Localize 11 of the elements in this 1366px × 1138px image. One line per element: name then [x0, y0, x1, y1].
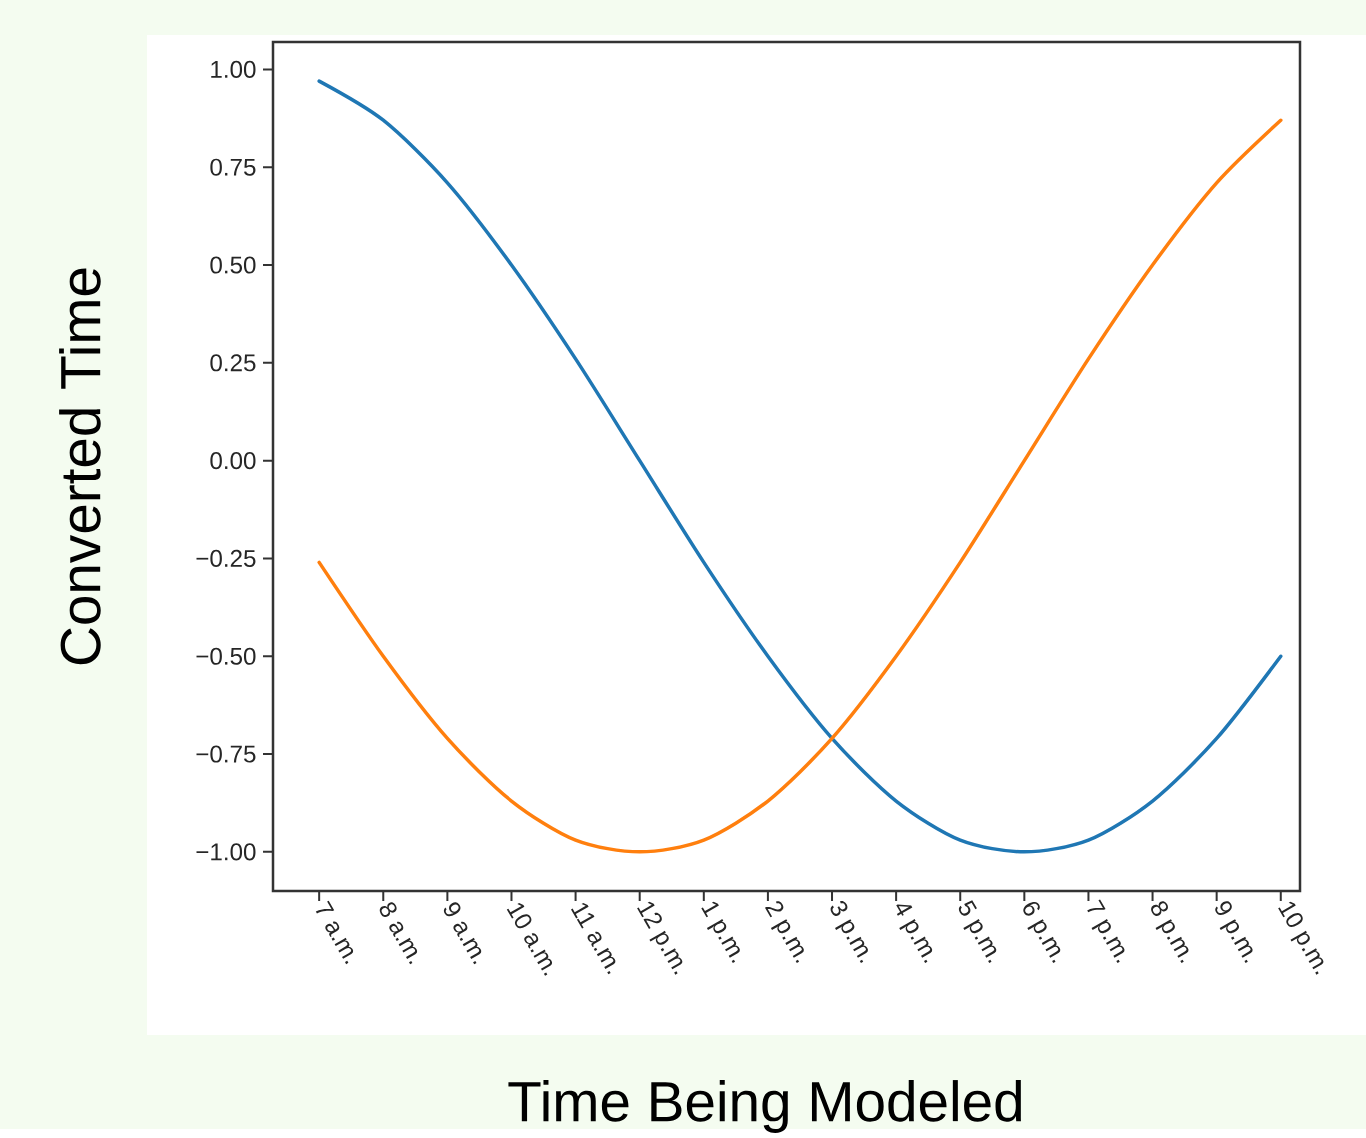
- y-tick-label: −0.25: [196, 549, 256, 567]
- y-tick-label: −0.75: [196, 745, 256, 763]
- y-axis-title: Converted Time: [59, 268, 101, 664]
- y-tick-label: 0.75: [210, 158, 256, 176]
- y-tick-label: −0.50: [196, 647, 256, 665]
- y-tick-label: −1.00: [196, 843, 256, 861]
- y-tick-label: 0.50: [210, 256, 256, 274]
- y-tick-label: 0.00: [210, 451, 256, 469]
- x-axis-title: Time Being Modeled: [508, 1079, 1021, 1133]
- y-tick-label: 1.00: [211, 60, 256, 78]
- y-tick-label: 0.25: [210, 354, 256, 372]
